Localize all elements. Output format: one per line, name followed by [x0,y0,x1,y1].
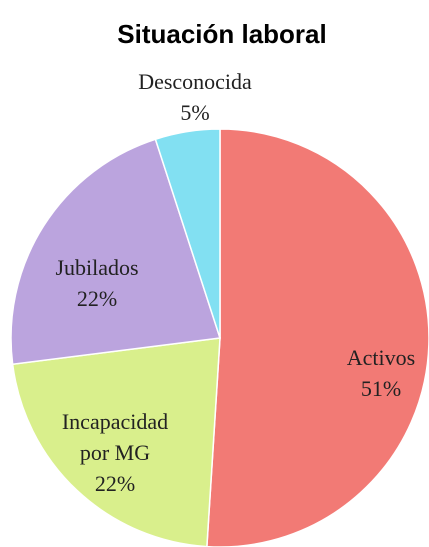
pie-slice [154,128,221,339]
pie [10,128,429,547]
pie-slice [11,337,221,547]
value-label: 51% [361,376,401,401]
value-label: 22% [77,286,117,311]
slice-label: Desconocida [138,69,252,94]
value-label: 5% [180,100,209,125]
pie-slice [206,128,429,547]
chart-title: Situación laboral [117,19,327,49]
labels: Activos 51% Incapacidad por MG 22% Jubilados 2… [55,69,415,496]
slice-label: Incapacidad por MG [62,409,168,465]
pie-slice [10,138,221,366]
slice-label: Activos [347,345,415,370]
slice-label: Jubilados [55,255,138,280]
value-label: 22% [95,471,135,496]
